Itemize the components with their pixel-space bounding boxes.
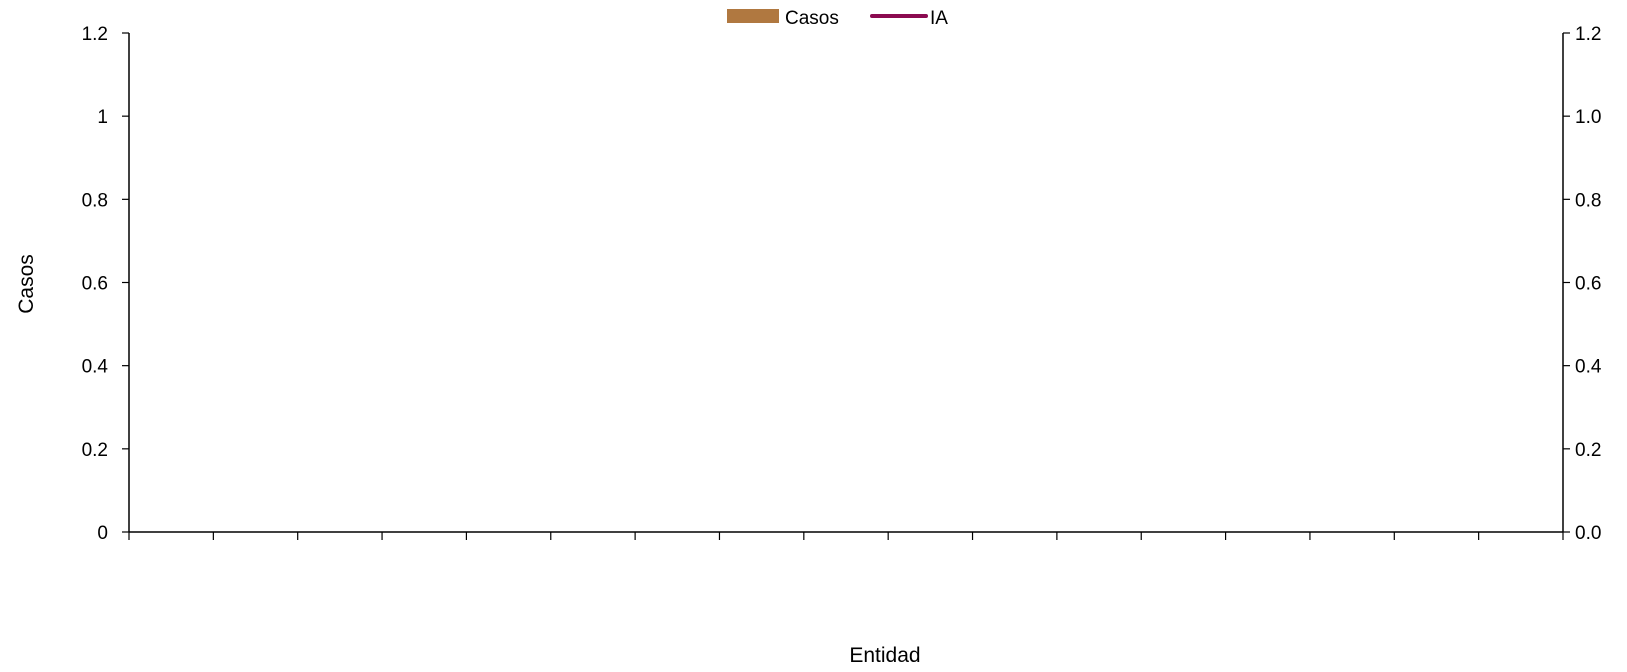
y-axis-title: Casos <box>15 254 38 314</box>
y-left-tick-label: 0 <box>97 523 108 544</box>
y-right-tick-label: 0.8 <box>1575 190 1601 211</box>
y-left-tick-label: 0.6 <box>82 274 108 295</box>
y-left-tick-label: 0.4 <box>82 357 109 378</box>
y-left-tick-label: 1.2 <box>82 24 108 45</box>
y-right-tick-label: 1.2 <box>1575 24 1601 45</box>
y-axis-right: 0.0 0.2 0.4 0.6 0.8 1.0 1.2 <box>1562 24 1602 544</box>
y-left-tick-label: 1 <box>97 107 108 128</box>
legend-swatch-casos <box>727 9 779 23</box>
legend: Casos IA <box>727 8 948 29</box>
y-right-tick-label: 0.2 <box>1575 440 1601 461</box>
y-axis-left: 0 0.2 0.4 0.6 0.8 1 1.2 <box>82 24 130 544</box>
legend-label-ia: IA <box>930 8 948 29</box>
x-axis <box>128 531 1564 540</box>
y-right-tick-label: 1.0 <box>1575 107 1601 128</box>
y-right-tick-label: 0.6 <box>1575 274 1601 295</box>
y-right-tick-label: 0.4 <box>1575 357 1602 378</box>
legend-label-casos: Casos <box>785 8 839 29</box>
y-right-tick-label: 0.0 <box>1575 523 1601 544</box>
x-axis-title: Entidad <box>849 644 920 667</box>
y-left-tick-label: 0.2 <box>82 440 108 461</box>
y-left-tick-label: 0.8 <box>82 190 108 211</box>
